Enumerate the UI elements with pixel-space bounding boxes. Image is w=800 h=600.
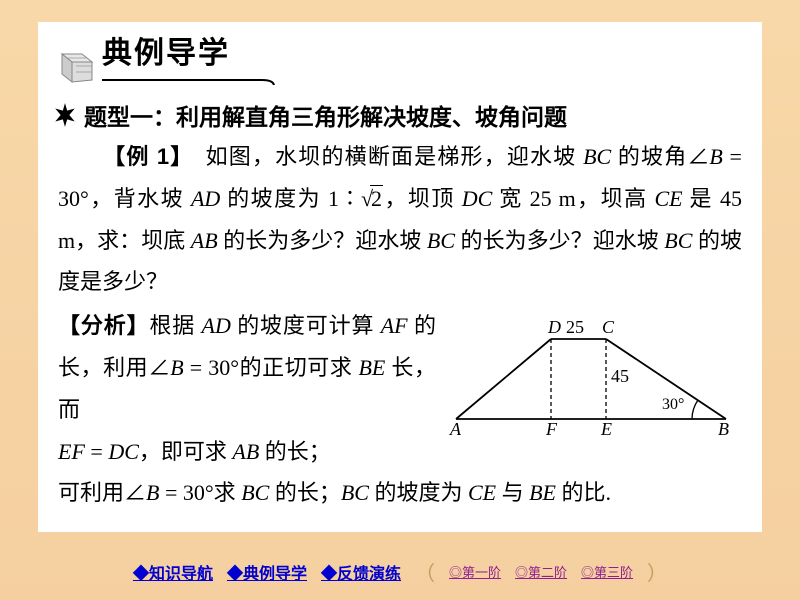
header-title-wrap: 典例导学 <box>102 28 282 90</box>
paren-close: ） <box>647 557 667 586</box>
fig-label-30: 30° <box>662 396 684 413</box>
header: 典例导学 <box>38 22 762 90</box>
nav-knowledge[interactable]: ◆知识导航 <box>133 560 213 584</box>
var: DC <box>108 439 139 464</box>
t: 角∠ <box>664 144 709 169</box>
nav-stage3[interactable]: ◎第三阶 <box>581 562 633 581</box>
section-title: 题型一：利用解直角三角形解决坡度、坡角问题 <box>84 98 567 132</box>
t: 的长为多少？迎水坡 <box>218 228 427 253</box>
t: = <box>184 355 209 380</box>
t: 与 <box>496 480 529 505</box>
t: 的坡度为 1∶ <box>220 186 361 211</box>
var: B <box>170 355 183 380</box>
header-underline <box>102 77 282 85</box>
var: AD <box>191 186 220 211</box>
t: 坝高 <box>601 186 655 211</box>
paren-open: （ <box>415 557 435 586</box>
t: 的坡 <box>611 144 664 169</box>
sqrt: √2 <box>361 178 383 220</box>
var: BE <box>358 355 385 380</box>
t: 的长 <box>455 228 505 253</box>
analysis-label: 【分析】 <box>58 313 149 338</box>
var: DC <box>462 186 493 211</box>
section-title-row: 题型一：利用解直角三角形解决坡度、坡角问题 <box>38 90 762 132</box>
var: BC <box>241 480 269 505</box>
t: = <box>85 439 108 464</box>
var: BC <box>664 228 692 253</box>
var: BC <box>583 144 611 169</box>
t: 的长； <box>269 480 341 505</box>
sqrt-arg: 2 <box>370 185 383 211</box>
footer-nav: ◆知识导航 ◆典例导学 ◆反馈演练 （ ◎第一阶 ◎第二阶 ◎第三阶 ） <box>0 557 800 586</box>
var: BC <box>427 228 455 253</box>
fig-label-B: B <box>718 419 729 439</box>
fig-label-C: C <box>602 317 615 337</box>
section-prefix: 题型一： <box>84 104 176 130</box>
var: EF <box>58 439 85 464</box>
fig-label-E: E <box>600 419 612 439</box>
t: 宽 25 m， <box>492 186 600 211</box>
star-icon <box>52 102 78 128</box>
t: 30°的正切可求 <box>208 355 358 380</box>
section-title-text: 利用解直角三角形解决坡度、坡角问题 <box>176 104 567 130</box>
nav-examples[interactable]: ◆典例导学 <box>227 560 307 584</box>
t: ，坝顶 <box>383 186 462 211</box>
t: 的长； <box>259 439 331 464</box>
cube-icon <box>48 46 96 90</box>
t: = 30°求 <box>159 480 241 505</box>
t: 的比. <box>556 480 611 505</box>
var: B <box>146 480 159 505</box>
nav-feedback[interactable]: ◆反馈演练 <box>321 560 401 584</box>
var: BE <box>529 480 556 505</box>
var: B <box>709 144 722 169</box>
var: BC <box>341 480 369 505</box>
t: 根据 <box>149 313 201 338</box>
header-title: 典例导学 <box>102 28 282 72</box>
analysis-text: 【分析】根据 AD 的坡度可计算 AF 的长，利用∠B = 30°的正切可求 B… <box>58 305 446 472</box>
fig-label-45: 45 <box>611 366 629 386</box>
analysis-bottom-line: 可利用∠B = 30°求 BC 的长；BC 的坡度为 CE 与 BE 的比. <box>38 472 762 514</box>
fig-label-A: A <box>449 419 462 439</box>
var: CE <box>468 480 496 505</box>
fig-label-D: D <box>547 317 561 337</box>
var: AB <box>232 439 259 464</box>
t: 的坡度 <box>231 313 306 338</box>
analysis-row: 【分析】根据 AD 的坡度可计算 AF 的长，利用∠B = 30°的正切可求 B… <box>38 303 762 472</box>
fig-label-F: F <box>545 419 558 439</box>
fig-label-25: 25 <box>566 317 584 337</box>
trapezoid-figure: D 25 C 45 30° A F E B <box>446 305 742 472</box>
t: ，即可求 <box>139 439 233 464</box>
var: CE <box>654 186 682 211</box>
example-label: 【例 1】 <box>102 144 182 169</box>
nav-stage2[interactable]: ◎第二阶 <box>515 562 567 581</box>
content-card: 典例导学 题型一：利用解直角三角形解决坡度、坡角问题 【例 1】 如图，水坝的横… <box>38 22 762 532</box>
t: 为多少？迎水坡 <box>505 228 665 253</box>
t: 的坡度为 <box>369 480 468 505</box>
nav-stage1[interactable]: ◎第一阶 <box>449 562 501 581</box>
var: AF <box>381 313 408 338</box>
problem-text: 【例 1】 如图，水坝的横断面是梯形，迎水坡 BC 的坡角∠B = 30°，背水… <box>38 132 762 303</box>
var: AB <box>191 228 218 253</box>
t: 如图，水坝的横断面是梯形，迎水坡 <box>206 144 583 169</box>
t: 可利用∠ <box>58 480 146 505</box>
var: AD <box>202 313 231 338</box>
t: 可计算 <box>306 313 381 338</box>
